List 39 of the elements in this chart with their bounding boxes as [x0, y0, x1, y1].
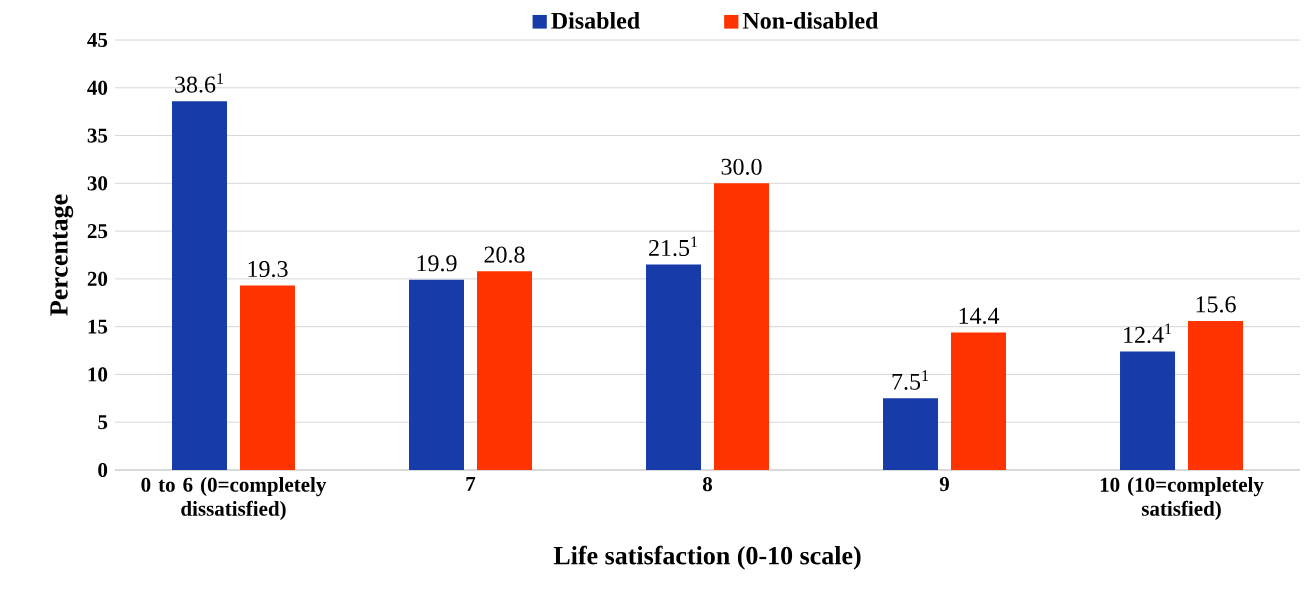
data-label: 30.0	[721, 158, 762, 175]
x-tick-label: 8	[702, 477, 713, 492]
y-tick-label: 0	[98, 462, 108, 478]
x-tick-label: 10 (10=completely satisfied)	[1100, 477, 1264, 521]
legend-label: Disabled	[551, 11, 640, 29]
bar	[883, 398, 939, 470]
data-label: 15.6	[1196, 296, 1236, 313]
x-tick-label: 9	[939, 477, 949, 492]
bar	[240, 285, 295, 470]
data-label: 21.5$^{1}$	[649, 236, 698, 257]
data-label: 19.3	[248, 260, 288, 278]
bar	[1120, 351, 1176, 470]
y-tick-label: 15	[88, 319, 108, 334]
data-label: 14.4	[959, 307, 1000, 325]
data-label: 7.5$^{1}$	[892, 370, 929, 390]
y-tick-label: 10	[88, 367, 108, 382]
y-tick-label: 25	[87, 224, 108, 239]
y-tick-label: 35	[87, 128, 108, 143]
x-axis-title: Life satisfaction (0-10 scale)	[553, 545, 861, 570]
bar	[951, 332, 1007, 470]
y-tick-label: 45	[87, 33, 108, 48]
y-tick-label: 40	[87, 80, 108, 95]
y-axis-title: Percentage	[50, 194, 74, 316]
data-label: 20.8	[484, 246, 525, 263]
x-tick-label: 0 to 6 (0=completely dissatisfied)	[141, 477, 327, 521]
x-tick-label: 7	[466, 477, 476, 491]
bar	[477, 271, 533, 470]
y-tick-label: 20	[87, 271, 108, 286]
bar	[646, 264, 702, 470]
y-tick-label: 30	[87, 176, 108, 191]
bar	[1188, 320, 1244, 470]
data-label: 38.6$^{1}$	[175, 73, 224, 93]
bar	[172, 101, 228, 470]
data-label: 12.4$^{1}$	[1124, 323, 1172, 344]
legend-label: Non-disabled	[742, 11, 879, 29]
data-label: 19.9	[417, 255, 457, 272]
y-tick-label: 5	[98, 415, 108, 430]
bar	[714, 183, 770, 470]
bar	[409, 279, 465, 470]
